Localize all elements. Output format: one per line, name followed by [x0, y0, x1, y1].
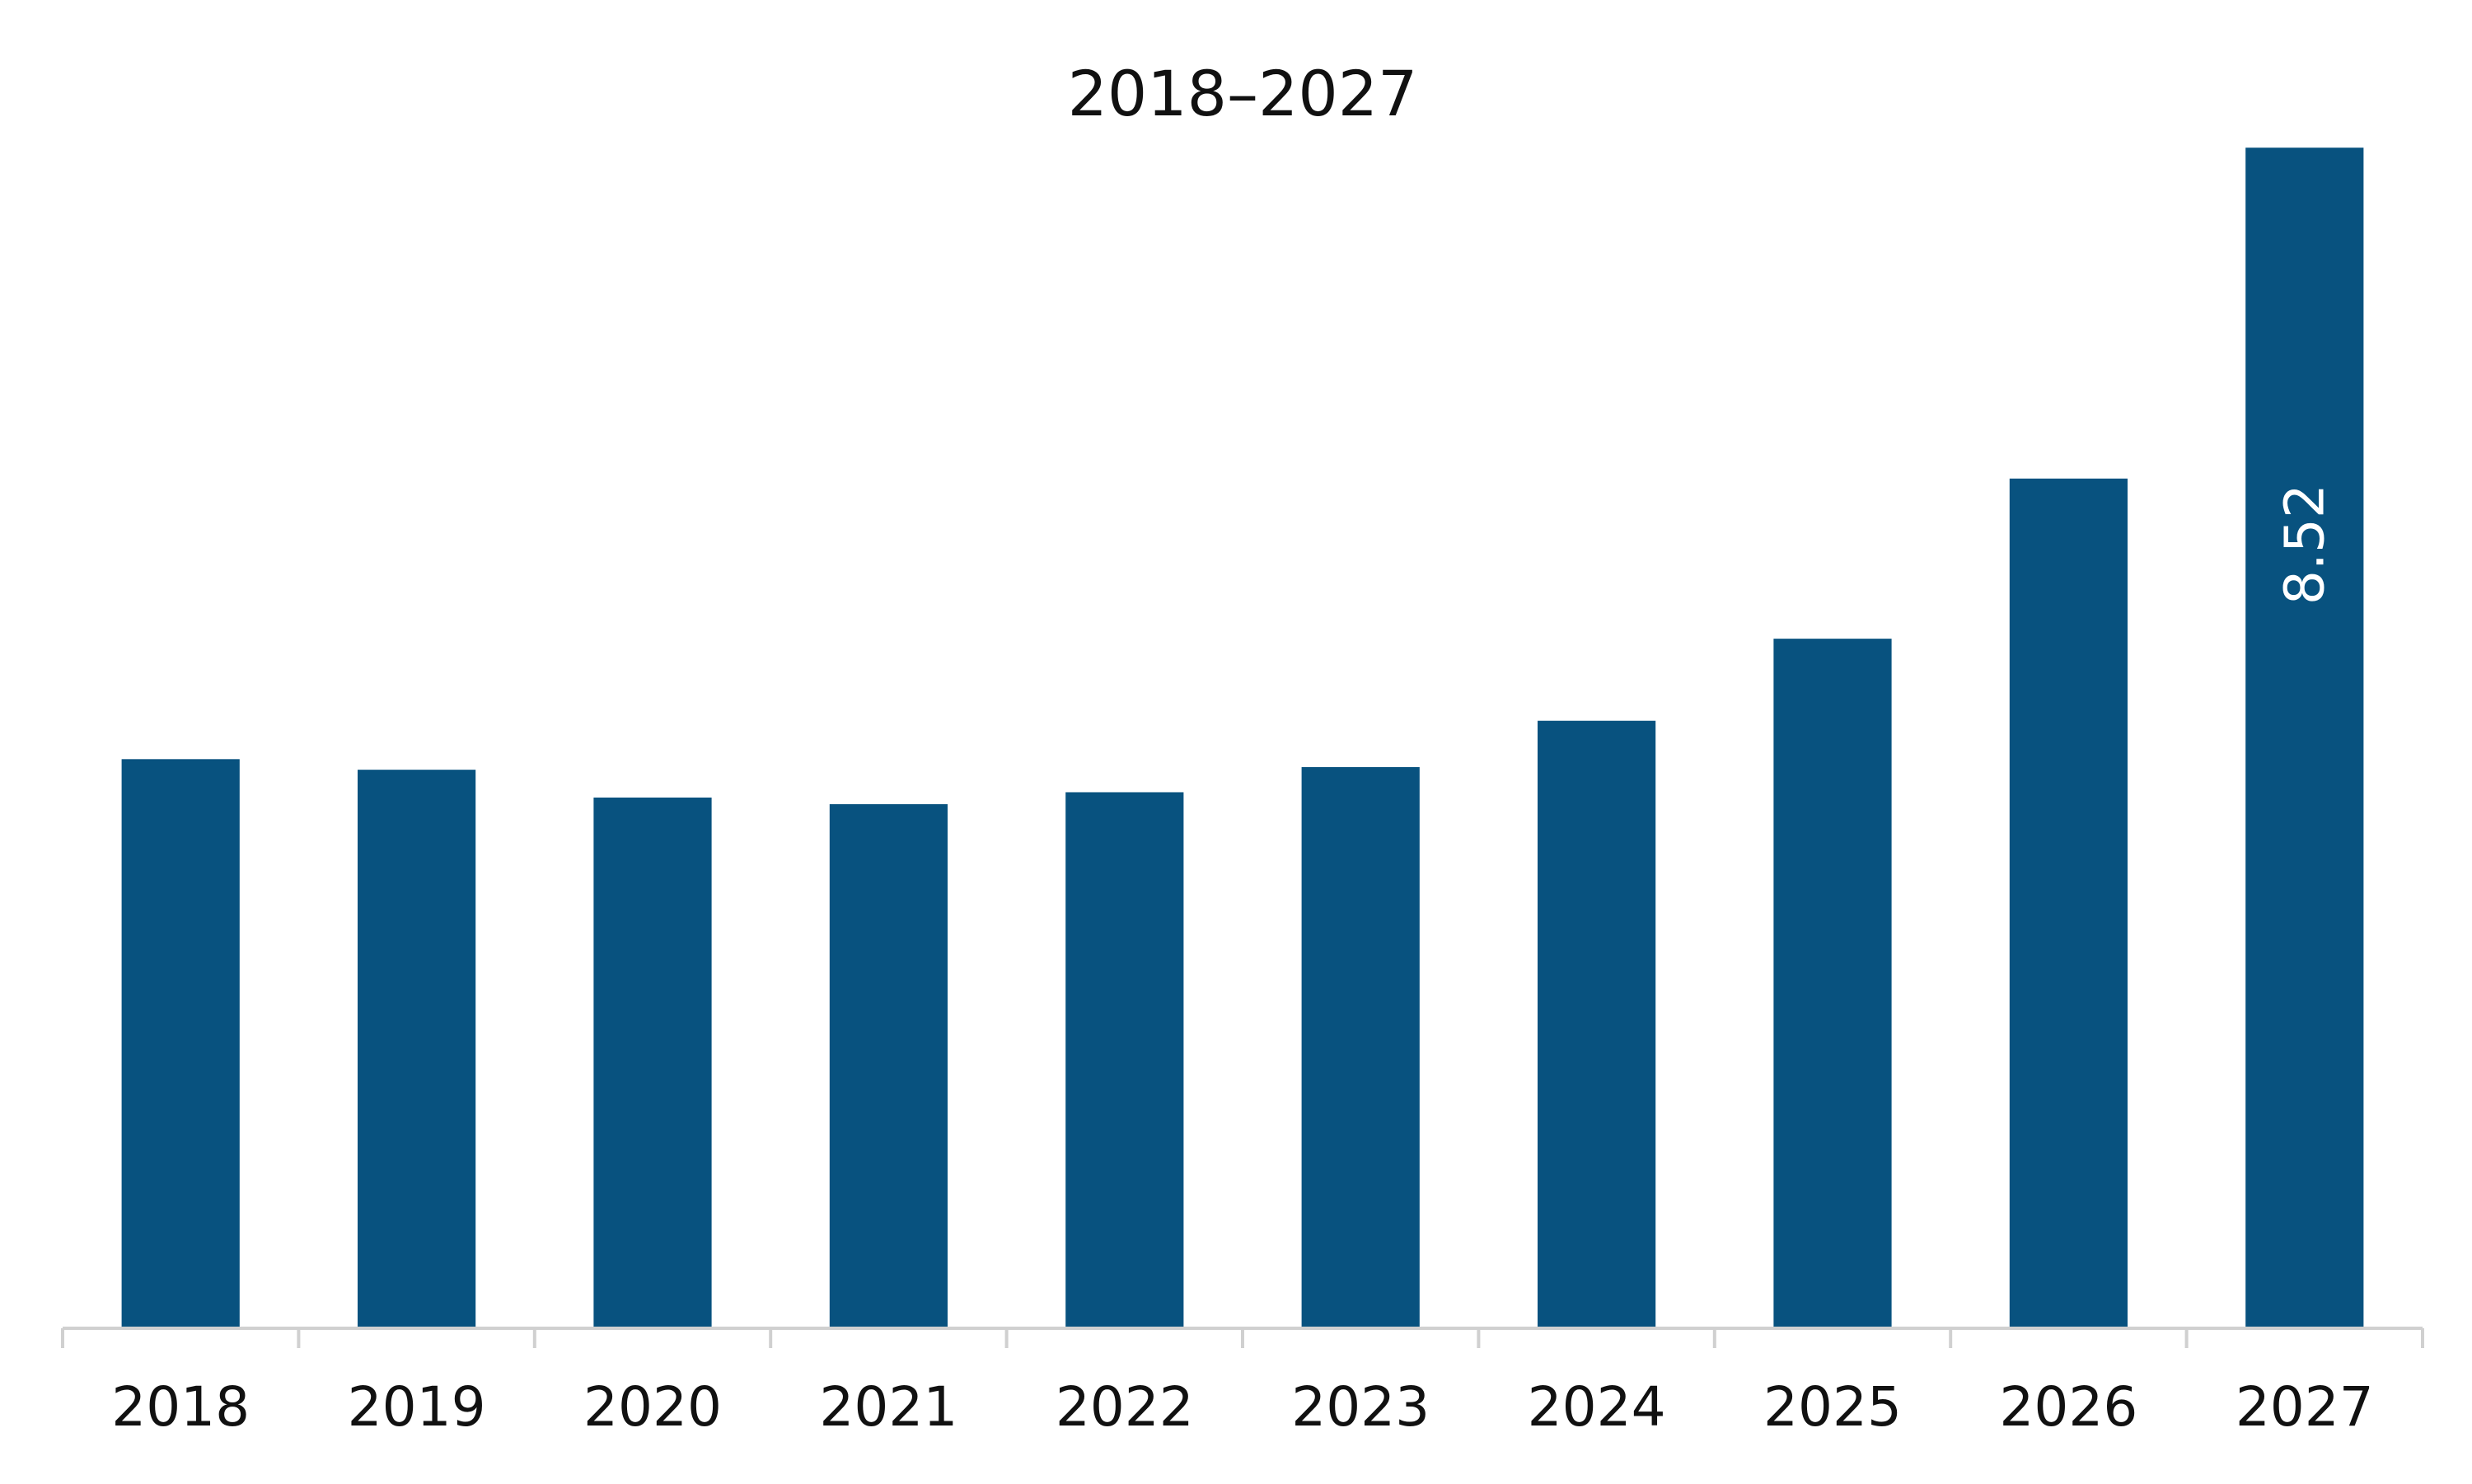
bar-2019 — [358, 770, 476, 1328]
bar-2025 — [1773, 639, 1892, 1328]
x-tick-label-2023: 2023 — [1291, 1375, 1430, 1439]
chart-title: 2018–2027 — [1068, 57, 1418, 130]
bar-2023 — [1301, 766, 1420, 1328]
data-labels-group: 8.52 — [2273, 484, 2336, 605]
x-tick-label-2026: 2026 — [1999, 1375, 2137, 1439]
bar-2027 — [2245, 147, 2364, 1329]
x-tick-label-2025: 2025 — [1763, 1375, 1902, 1439]
x-tick-label-2021: 2021 — [819, 1375, 957, 1439]
x-axis-ticks — [61, 1328, 2424, 1348]
x-tick-label-2027: 2027 — [2236, 1375, 2374, 1439]
bars-group — [121, 147, 2364, 1329]
x-tick-label-2020: 2020 — [583, 1375, 722, 1439]
bar-2021 — [829, 803, 948, 1328]
x-tick-label-2022: 2022 — [1056, 1375, 1194, 1439]
data-label-2027: 8.52 — [2273, 484, 2336, 605]
bar-2026 — [2009, 478, 2128, 1328]
bar-2024 — [1538, 720, 1656, 1328]
x-axis-tick-labels: 2018 2019 2020 2021 2022 2023 2024 2025 2026 2027 — [111, 1375, 2374, 1439]
x-tick-label-2018: 2018 — [111, 1375, 250, 1439]
bar-2018 — [121, 759, 240, 1328]
x-tick-label-2024: 2024 — [1528, 1375, 1666, 1439]
bar-2022 — [1065, 792, 1184, 1328]
bar-2020 — [593, 797, 712, 1328]
x-tick-label-2019: 2019 — [348, 1375, 486, 1439]
